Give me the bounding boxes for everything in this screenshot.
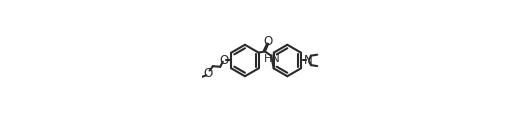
Text: HN: HN [264, 54, 280, 64]
Text: O: O [203, 67, 212, 80]
Text: O: O [219, 53, 229, 67]
Text: O: O [264, 35, 273, 48]
Text: N: N [303, 53, 312, 67]
